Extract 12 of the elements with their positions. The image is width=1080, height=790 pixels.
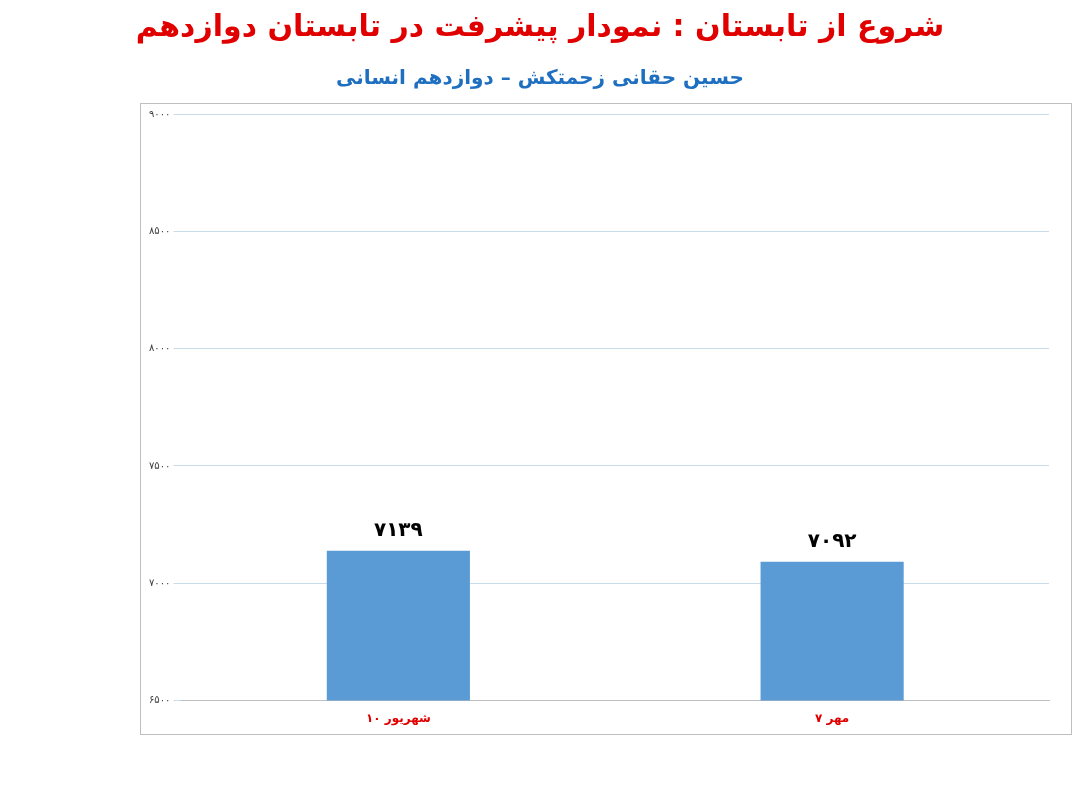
- x-tick-label: ۷ مهر: [814, 710, 850, 725]
- data-label: ۷۰۹۲: [807, 527, 857, 552]
- y-tick-label: ۷۵۰۰: [149, 459, 171, 471]
- y-tick-label: ۹۰۰۰: [149, 107, 171, 119]
- y-tick-label: ۶۵۰۰: [149, 694, 171, 706]
- y-tick-label: ۸۰۰۰: [149, 342, 171, 354]
- chart-title: شروع از تابستان : نمودار پیشرفت در تابستان دوازدهم: [134, 8, 946, 43]
- x-tick-label: ۱۰ شهریور: [365, 710, 431, 726]
- y-tick-label: ۷۰۰۰: [149, 576, 171, 588]
- chart-subtitle: حسین حقانی زحمتکش – دوازدهم انسانی: [334, 65, 746, 89]
- data-label: ۷۱۳۹: [373, 516, 423, 541]
- y-tick-label: ۸۵۰۰: [149, 224, 171, 236]
